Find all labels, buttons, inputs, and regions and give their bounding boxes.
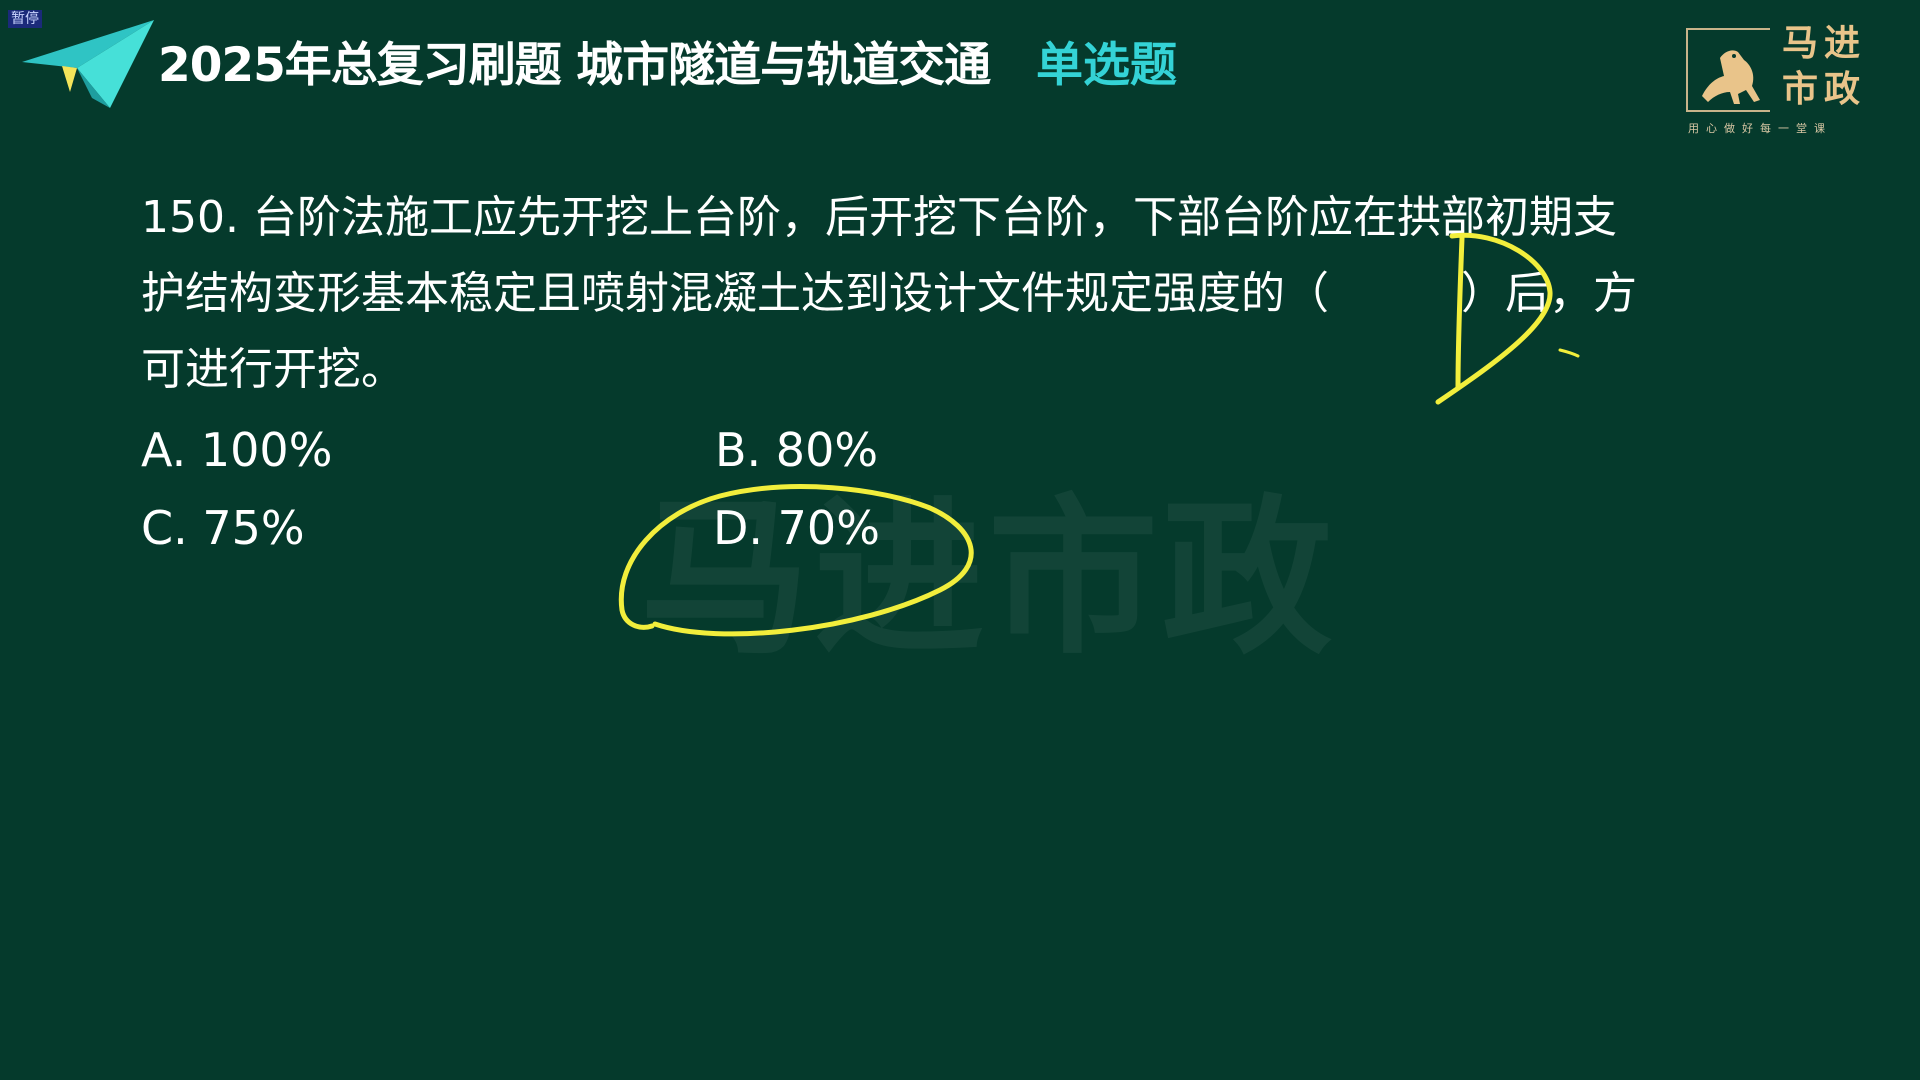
paper-plane-icon	[22, 20, 154, 108]
question-line-2: 护结构变形基本稳定且喷射混凝土达到设计文件规定强度的（ ）后，方	[141, 268, 1637, 319]
logo-slogan: 用心做好每一堂课	[1688, 122, 1832, 135]
question-line-1: 150. 台阶法施工应先开挖上台阶，后开挖下台阶，下部台阶应在拱部初期支	[141, 192, 1617, 243]
logo-text-line2: 市政	[1782, 69, 1867, 110]
logo-frame	[1686, 28, 1770, 112]
brand-logo: 马进 市政 用心做好每一堂课	[1686, 24, 1871, 139]
option-d[interactable]: D. 70%	[713, 501, 880, 555]
question-text: 150. 台阶法施工应先开挖上台阶，后开挖下台阶，下部台阶应在拱部初期支 护结构…	[141, 180, 1761, 408]
pause-badge[interactable]: 暂停	[8, 10, 42, 28]
horse-icon	[1702, 50, 1760, 104]
page-title: 2025年总复习刷题 城市隧道与轨道交通	[158, 38, 991, 93]
question-line-3: 可进行开挖。	[141, 344, 405, 395]
question-type-tag: 单选题	[1036, 38, 1177, 93]
logo-text-line1: 马进	[1782, 23, 1867, 64]
option-c[interactable]: C. 75%	[141, 501, 305, 555]
option-b[interactable]: B. 80%	[715, 423, 879, 477]
option-a[interactable]: A. 100%	[141, 423, 333, 477]
